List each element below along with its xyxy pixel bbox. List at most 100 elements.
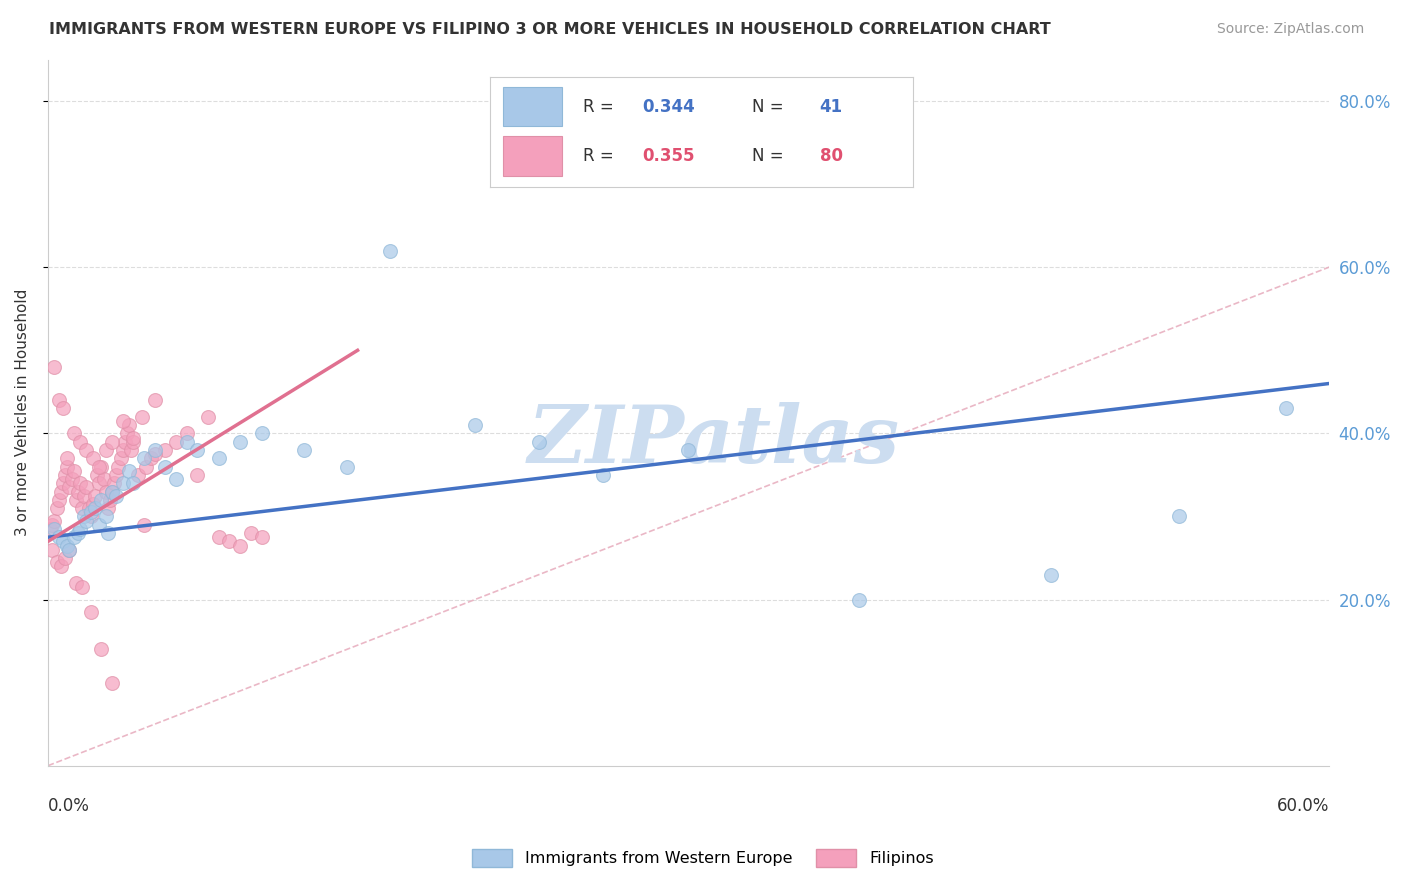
Point (90, 642, 112, 657)
Point (132, 517, 155, 532)
Point (52, 401, 75, 416)
Point (111, 414, 134, 428)
Point (48, 530, 70, 544)
Point (66, 526, 89, 541)
Point (155, 459, 177, 474)
Point (165, 472, 187, 486)
Point (176, 426, 198, 441)
Point (45, 555, 67, 569)
Point (101, 434, 124, 449)
Point (118, 418, 141, 433)
Point (53, 551, 76, 566)
Point (90, 459, 112, 474)
Point (62, 530, 84, 544)
Point (122, 434, 145, 449)
Point (90, 492, 112, 507)
Point (82, 497, 104, 511)
Point (49, 559, 72, 574)
Point (101, 675, 124, 690)
Point (58, 542, 80, 557)
Point (208, 451, 231, 466)
Point (848, 592, 870, 607)
Point (111, 442, 134, 457)
Point (229, 434, 252, 449)
Point (69, 434, 91, 449)
Text: 60.0%: 60.0% (1277, 797, 1329, 815)
Text: ZIPatlas: ZIPatlas (529, 402, 900, 480)
Point (336, 459, 359, 474)
Point (76, 514, 98, 528)
Point (41, 517, 63, 532)
Point (378, 244, 401, 258)
Point (76, 480, 98, 494)
Point (94, 509, 117, 524)
Point (197, 409, 219, 424)
Point (1275, 401, 1298, 416)
Point (250, 426, 273, 441)
Point (527, 434, 550, 449)
Point (120, 442, 142, 457)
Point (84, 501, 107, 516)
Point (97, 526, 120, 541)
Point (65, 492, 87, 507)
Point (110, 451, 132, 466)
Point (131, 409, 153, 424)
Point (107, 459, 129, 474)
Point (44, 359, 66, 374)
Point (98, 492, 121, 507)
Point (143, 447, 166, 461)
Point (94, 442, 117, 457)
Point (105, 489, 128, 503)
Point (101, 484, 124, 499)
Point (62, 464, 84, 478)
Point (66, 484, 89, 499)
Legend: Immigrants from Western Europe, Filipinos: Immigrants from Western Europe, Filipino… (464, 840, 942, 875)
Point (127, 467, 149, 482)
Point (70, 580, 93, 594)
Point (77, 501, 100, 516)
Point (65, 575, 87, 590)
Point (58, 542, 80, 557)
Point (139, 451, 162, 466)
Text: 0.0%: 0.0% (48, 797, 90, 815)
Point (464, 418, 486, 433)
Point (44, 514, 66, 528)
Point (69, 476, 91, 491)
Point (52, 476, 75, 491)
Point (80, 605, 103, 619)
Point (118, 464, 141, 478)
Point (80, 505, 103, 519)
Point (1168, 509, 1191, 524)
Point (58, 480, 80, 494)
Point (155, 442, 177, 457)
Point (592, 467, 614, 482)
Point (186, 467, 208, 482)
Text: Source: ZipAtlas.com: Source: ZipAtlas.com (1216, 22, 1364, 37)
Y-axis label: 3 or more Vehicles in Household: 3 or more Vehicles in Household (15, 289, 30, 536)
Point (678, 442, 700, 457)
Point (53, 467, 76, 482)
Point (89, 517, 111, 532)
Text: IMMIGRANTS FROM WESTERN EUROPE VS FILIPINO 3 OR MORE VEHICLES IN HOUSEHOLD CORRE: IMMIGRANTS FROM WESTERN EUROPE VS FILIPI… (49, 22, 1050, 37)
Point (218, 534, 240, 549)
Point (89, 476, 111, 491)
Point (239, 526, 262, 541)
Point (114, 434, 136, 449)
Point (73, 509, 96, 524)
Point (69, 522, 91, 536)
Point (208, 530, 231, 544)
Point (135, 459, 157, 474)
Point (97, 501, 120, 516)
Point (56, 539, 79, 553)
Point (56, 459, 79, 474)
Point (86, 467, 108, 482)
Point (41, 542, 63, 557)
Point (84, 489, 107, 503)
Point (101, 484, 124, 499)
Point (115, 426, 138, 441)
Point (73, 489, 96, 503)
Point (229, 539, 252, 553)
Point (186, 442, 208, 457)
Point (143, 393, 166, 408)
Point (62, 426, 84, 441)
